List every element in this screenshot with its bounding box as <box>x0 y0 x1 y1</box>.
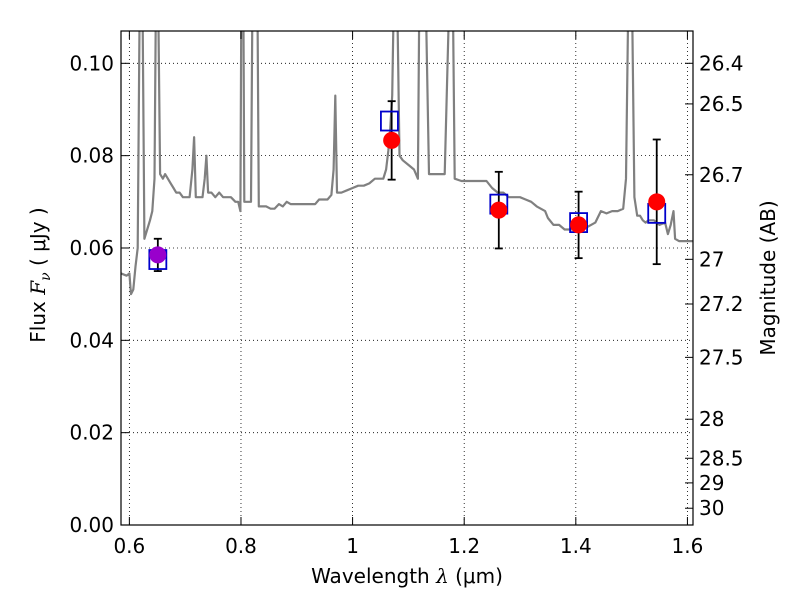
y2-tick-label: 27.5 <box>699 345 744 369</box>
y2-tick-label: 27 <box>699 247 724 271</box>
y2-tick-label: 28.5 <box>699 446 744 470</box>
y2-tick-label: 29 <box>699 471 724 495</box>
measurement-point <box>648 193 666 211</box>
y-tick-label: 0.10 <box>69 51 114 75</box>
y2-tick-label: 28 <box>699 407 724 431</box>
x-tick-label: 1 <box>346 534 359 558</box>
x-tick-label: 1.2 <box>448 534 480 558</box>
grid <box>121 31 693 526</box>
y2-tick-label: 26.7 <box>699 163 744 187</box>
measurement-point <box>490 201 508 219</box>
x-tick-label: 0.8 <box>225 534 257 558</box>
measurement-point <box>149 246 167 264</box>
y2-tick-label: 26.5 <box>699 92 744 116</box>
plot-frame <box>120 30 694 526</box>
y-tick-label: 0.04 <box>69 328 114 352</box>
x-tick-label: 1.6 <box>672 534 704 558</box>
y2-tick-label: 27.2 <box>699 292 744 316</box>
y-axis-label: Flux Fν ( μJy ) <box>26 207 54 342</box>
y-tick-label: 0.08 <box>69 144 114 168</box>
y2-tick-label: 30 <box>699 496 724 520</box>
y-tick-label: 0.06 <box>69 236 114 260</box>
plot-area <box>121 31 693 296</box>
y2-tick-label: 26.4 <box>699 51 744 75</box>
x-tick-label: 0.6 <box>113 534 145 558</box>
ticks: 0.6 0.8 1 1.2 1.4 1.6 0.00 0.02 0.04 0.06 0.08 0.10… <box>69 31 744 558</box>
y-tick-label: 0.02 <box>69 421 114 445</box>
x-tick-label: 1.4 <box>560 534 592 558</box>
y-tick-label: 0.00 <box>69 513 114 537</box>
y2-axis-label: Magnitude (AB) <box>756 200 780 355</box>
markers <box>148 100 667 272</box>
model-box <box>380 110 399 132</box>
x-axis-label: Wavelength λ (μm) <box>311 564 503 588</box>
measurement-point <box>383 131 401 149</box>
spectrum-line <box>121 31 693 296</box>
measurement-point <box>570 216 588 234</box>
